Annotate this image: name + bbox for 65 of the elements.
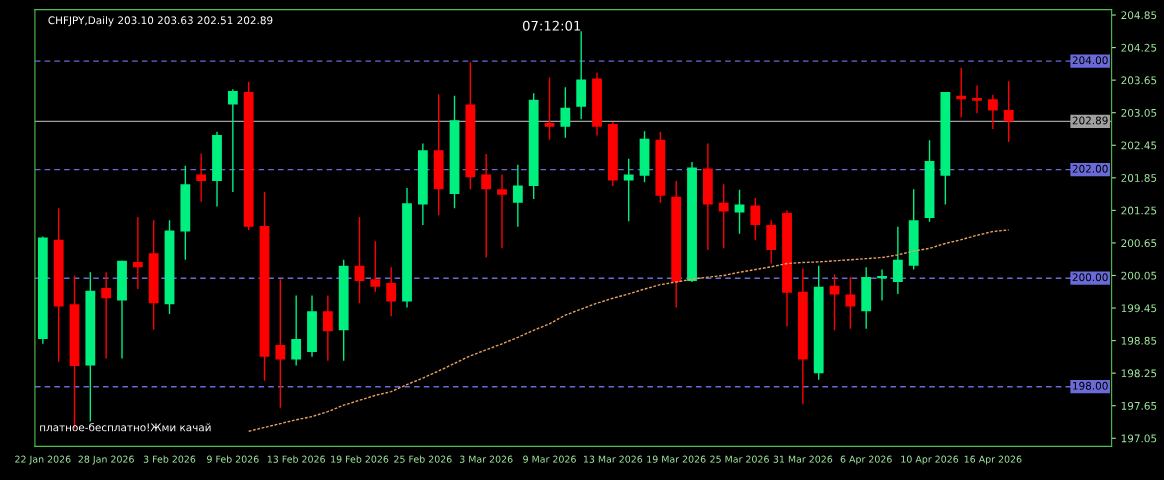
ref-line-label: 204.00 (1072, 56, 1108, 65)
candlestick (972, 84, 982, 114)
candlestick (845, 276, 856, 330)
candlestick (291, 294, 302, 367)
ref-line-label: 202.89 (1072, 116, 1108, 125)
candlestick (623, 158, 634, 222)
candlestick (481, 153, 492, 259)
candlestick (544, 76, 555, 141)
y-tick-label: 200.65 (1121, 239, 1157, 248)
candlestick (956, 66, 967, 119)
annotation: платное-бесплатно!Жми качай (40, 423, 211, 432)
y-tick-label: 201.25 (1121, 206, 1157, 215)
candlestick (987, 94, 998, 130)
x-tick-label: 31 Mar 2026 (773, 455, 833, 463)
candlestick (322, 294, 333, 362)
candlestick (227, 88, 238, 193)
y-tick-label: 197.65 (1121, 401, 1157, 410)
y-tick-label: 200.05 (1121, 271, 1157, 280)
x-tick-label: 6 Apr 2026 (840, 455, 892, 465)
y-tick-label: 198.85 (1121, 336, 1157, 345)
candlestick (560, 86, 571, 139)
candlestick (512, 164, 523, 228)
candlestick (386, 266, 397, 317)
x-tick-label: 13 Feb 2026 (267, 455, 325, 463)
line-series (247, 229, 1010, 432)
y-tick-label: 203.65 (1121, 76, 1157, 85)
x-tick-label: 10 Apr 2026 (901, 455, 959, 465)
candlestick (132, 216, 143, 290)
ref-line-label: 202.00 (1072, 164, 1108, 173)
annotation: 07:12:01 (522, 20, 581, 31)
x-tick-label: 25 Feb 2026 (394, 455, 452, 463)
candlestick (892, 225, 903, 295)
candlestick (101, 271, 112, 360)
candlestick (734, 189, 745, 235)
x-tick-label: 9 Mar 2026 (523, 455, 576, 463)
x-tick-label: 28 Jan 2026 (78, 455, 134, 465)
y-tick-label: 202.45 (1121, 141, 1157, 150)
ref-line-label: 198.00 (1073, 381, 1108, 390)
y-tick-label: 204.25 (1121, 43, 1157, 52)
ref-line-label: 200.00 (1072, 273, 1108, 282)
y-tick-label: 203.05 (1121, 108, 1157, 117)
candlestick (196, 152, 207, 203)
x-tick-label: 3 Mar 2026 (459, 455, 513, 463)
candlestick (1003, 80, 1014, 143)
y-tick-label: 204.85 (1121, 11, 1157, 20)
x-tick-label: 19 Mar 2026 (647, 455, 706, 463)
y-tick-label: 201.85 (1121, 174, 1157, 182)
x-tick-label: 13 Mar 2026 (583, 455, 643, 463)
y-tick-label: 197.05 (1121, 434, 1157, 443)
text: CHFJPY,Daily 203.10 203.63 202.51 202.89 (48, 16, 273, 27)
candlestick (354, 216, 365, 304)
x-tick-label: 9 Feb 2026 (207, 455, 259, 463)
candlestick (275, 278, 286, 409)
x-tick-label: 22 Jan 2026 (15, 455, 71, 465)
candlestick (750, 197, 761, 241)
x-tick-label: 16 Apr 2026 (964, 455, 1022, 465)
candlestick (877, 268, 887, 302)
y-tick-label: 198.25 (1121, 369, 1157, 378)
candlestick (370, 240, 381, 293)
x-tick-label: 19 Feb 2026 (331, 455, 389, 463)
x-tick-label: 3 Feb 2026 (143, 455, 196, 463)
candlestick (718, 183, 729, 250)
y-tick-label: 199.45 (1121, 304, 1157, 313)
x-tick-label: 25 Mar 2026 (710, 455, 769, 463)
candlestick (497, 173, 507, 250)
